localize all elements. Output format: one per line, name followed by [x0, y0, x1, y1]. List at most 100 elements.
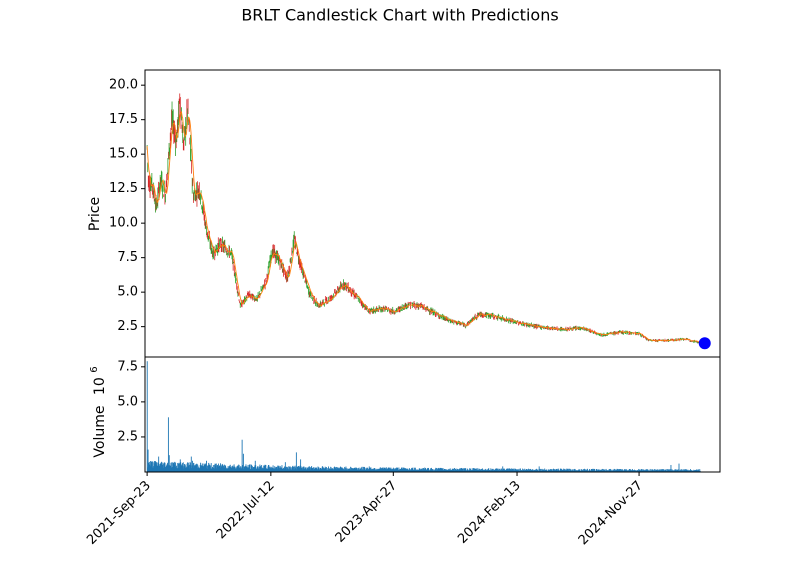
volume-bar — [582, 469, 584, 472]
volume-bar — [467, 468, 469, 472]
volume-bar — [249, 464, 251, 472]
volume-bar — [669, 469, 671, 472]
volume-bar — [152, 461, 154, 472]
volume-bar — [699, 470, 701, 472]
volume-bar — [187, 462, 188, 472]
volume-y-tick-label: 2.5 — [117, 429, 138, 444]
volume-bar — [522, 468, 524, 472]
volume-bar — [168, 455, 170, 472]
volume-bar — [428, 467, 430, 472]
volume-bar — [242, 453, 244, 472]
moving-average-line — [146, 111, 701, 343]
volume-bar — [587, 468, 588, 472]
volume-bar — [344, 466, 346, 472]
volume-bar — [336, 466, 338, 472]
volume-bar — [462, 468, 464, 472]
volume-bar — [362, 466, 364, 472]
volume-bar — [172, 463, 174, 472]
volume-bar — [380, 468, 382, 472]
volume-bar — [677, 469, 679, 472]
price-panel: 2.5 5.0 7.5 10.0 12.5 15.0 17.5 20.0 Price — [87, 69, 721, 358]
volume-y-ticks: 2.5 5.0 7.5 — [117, 359, 145, 444]
volume-scale-base: 10 — [92, 377, 108, 395]
price-y-tick-label: 17.5 — [109, 112, 138, 127]
volume-bar — [162, 462, 164, 472]
price-y-tick-label: 20.0 — [109, 78, 138, 93]
x-tick-label: 2024-Nov-27 — [576, 478, 646, 548]
price-y-tick-label: 15.0 — [109, 147, 138, 162]
price-y-tick-label: 10.0 — [109, 216, 138, 231]
volume-bar — [499, 468, 501, 472]
x-tick-label: 2024-Feb-13 — [455, 478, 524, 547]
volume-bar — [541, 468, 543, 472]
volume-bar — [654, 469, 656, 472]
volume-bar — [453, 467, 455, 472]
volume-bar — [613, 468, 615, 472]
volume-bar — [594, 469, 596, 472]
volume-bar — [678, 463, 680, 472]
volume-bar — [546, 469, 548, 472]
volume-bar — [167, 462, 169, 472]
volume-bar — [281, 465, 283, 472]
volume-bar — [215, 463, 217, 472]
volume-bar — [196, 463, 198, 472]
volume-panel: 2.5 5.0 7.5 Volume 10 6 — [89, 356, 721, 473]
x-tick-label: 2023-Apr-27 — [333, 478, 400, 545]
volume-bar — [490, 468, 492, 472]
volume-bar — [146, 361, 148, 472]
volume-bar — [188, 464, 190, 472]
volume-bar — [261, 465, 263, 472]
volume-bar — [465, 468, 467, 472]
volume-bar — [665, 469, 667, 472]
volume-bar — [364, 467, 366, 472]
volume-bar — [412, 467, 414, 472]
volume-y-label: Volume 10 6 — [89, 366, 108, 457]
volume-bar — [518, 468, 520, 472]
price-y-tick-label: 12.5 — [109, 181, 138, 196]
volume-bar — [288, 467, 290, 472]
volume-bar — [641, 469, 643, 472]
volume-bar — [611, 469, 613, 472]
chart-title: BRLT Candlestick Chart with Predictions — [241, 6, 558, 25]
volume-bar — [659, 469, 661, 472]
volume-bar — [423, 468, 424, 472]
volume-bar — [300, 459, 302, 472]
volume-bar — [598, 469, 600, 472]
volume-bar — [425, 468, 427, 472]
volume-bar — [241, 439, 243, 472]
volume-bar — [178, 462, 180, 472]
volume-bar — [649, 468, 651, 472]
volume-bar — [670, 464, 672, 472]
volume-bar — [151, 461, 153, 472]
price-y-tick-label: 5.0 — [117, 285, 138, 300]
volume-bar — [513, 468, 515, 472]
volume-bar — [601, 468, 603, 472]
x-tick-label: 2021-Sep-23 — [84, 478, 154, 548]
volume-bar — [653, 469, 655, 472]
volume-bar — [551, 469, 553, 472]
volume-bar — [470, 468, 471, 472]
volume-bar — [670, 469, 672, 472]
volume-bar — [567, 469, 569, 472]
volume-scale-exponent: 6 — [89, 366, 100, 372]
volume-bar — [167, 417, 169, 472]
volume-bar — [210, 463, 212, 472]
volume-bar — [322, 466, 324, 472]
volume-bar — [661, 469, 663, 472]
volume-bar — [312, 467, 314, 472]
price-y-label: Price — [87, 197, 103, 231]
volume-bar — [374, 468, 376, 472]
volume-bar — [676, 469, 677, 472]
volume-bar — [330, 467, 332, 472]
volume-bar — [602, 468, 604, 472]
volume-bar — [318, 467, 320, 472]
volume-bar — [610, 469, 612, 472]
volume-bar — [295, 452, 297, 472]
price-y-ticks: 2.5 5.0 7.5 10.0 12.5 15.0 17.5 20.0 — [109, 78, 145, 334]
volume-bar — [300, 466, 302, 472]
volume-y-tick-label: 7.5 — [117, 359, 138, 374]
volume-bar — [498, 468, 500, 472]
prediction-point — [698, 337, 711, 350]
volume-bar — [175, 462, 177, 472]
